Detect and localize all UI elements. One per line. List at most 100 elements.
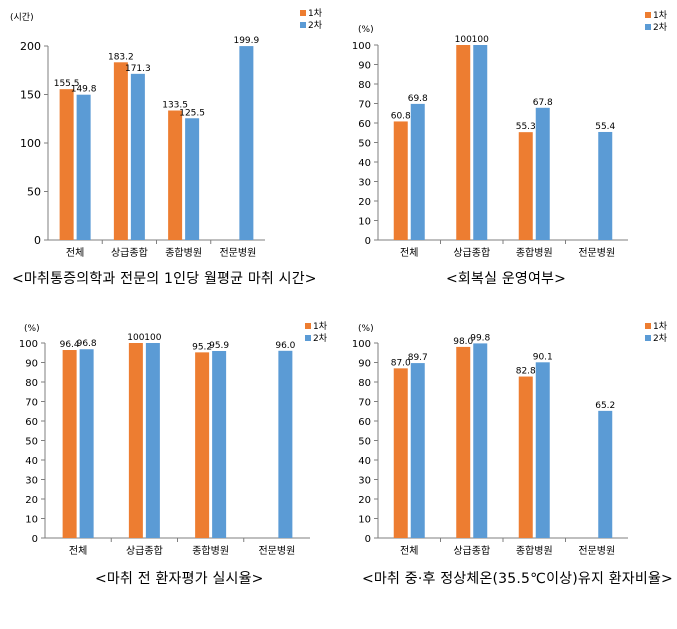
y-tick-label: 10 — [358, 515, 371, 526]
x-tick-label: 전문병원 — [578, 545, 615, 557]
bar-series1 — [195, 352, 210, 538]
data-label: 67.8 — [533, 98, 553, 108]
bar-series2 — [598, 131, 613, 240]
data-label: 69.8 — [408, 94, 428, 104]
bar-series2 — [212, 350, 227, 538]
data-label: 100 — [127, 333, 144, 343]
y-axis-label: (%) — [24, 324, 40, 334]
y-tick-label: 40 — [358, 456, 371, 467]
y-tick-label: 20 — [358, 495, 371, 506]
data-label: 125.5 — [179, 108, 205, 118]
chart-caption: <마취통증의학과 전문의 1인당 월평균 마취 시간> — [12, 271, 317, 287]
y-tick-label: 0 — [32, 534, 38, 545]
data-label: 133.5 — [162, 101, 188, 111]
y-axis-label: (%) — [358, 324, 374, 334]
bar-series2 — [535, 362, 550, 538]
legend-label: 1차 — [653, 9, 668, 21]
data-label: 171.3 — [125, 64, 151, 74]
chart-preanesthesia-assessment-rate: 0 10 20 30 40 50 60 70 80 90 100 (%) 전체 96.496.8 상급종합 1… — [19, 320, 328, 557]
legend-label: 1차 — [308, 7, 323, 19]
data-label: 82.8 — [516, 367, 536, 377]
bar-series1 — [113, 62, 128, 240]
x-tick-label: 상급종합 — [453, 247, 490, 259]
legend-swatch — [645, 323, 651, 329]
data-label: 100 — [144, 333, 161, 343]
y-tick-label: 100 — [352, 339, 371, 350]
data-label: 96.0 — [275, 341, 295, 351]
y-tick-label: 80 — [358, 80, 371, 91]
data-label: 183.2 — [108, 52, 134, 62]
data-label: 98.0 — [453, 337, 473, 347]
y-tick-label: 80 — [25, 378, 38, 389]
data-label: 89.7 — [408, 353, 428, 363]
y-tick-label: 100 — [20, 137, 41, 150]
bar-series1 — [128, 343, 143, 538]
y-tick-label: 30 — [358, 476, 371, 487]
y-tick-label: 40 — [25, 456, 38, 467]
y-tick-label: 70 — [358, 398, 371, 409]
x-tick-label: 전체 — [400, 247, 418, 259]
bar-series2 — [185, 118, 200, 240]
y-tick-label: 200 — [20, 40, 41, 53]
x-tick-label: 전문병원 — [219, 247, 256, 259]
chart-caption: <마취 전 환자평가 실시율> — [95, 571, 264, 587]
x-tick-label: 상급종합 — [111, 247, 148, 259]
legend-swatch — [645, 335, 651, 341]
data-label: 90.1 — [533, 352, 553, 362]
y-tick-label: 70 — [358, 100, 371, 111]
y-tick-label: 50 — [27, 186, 41, 199]
y-tick-label: 20 — [25, 495, 38, 506]
bar-series2 — [76, 94, 91, 240]
legend-label: 2차 — [308, 19, 323, 31]
y-tick-label: 50 — [25, 437, 38, 448]
y-tick-label: 70 — [25, 398, 38, 409]
bar-series2 — [410, 103, 425, 240]
data-label: 60.8 — [391, 111, 411, 121]
chart-recovery-room-operation: 0 10 20 30 40 50 60 70 80 90 100 (%) 전체 60.8 69.8 상급종합 1… — [352, 9, 668, 259]
legend-label: 1차 — [313, 320, 328, 332]
bar-series2 — [473, 343, 488, 538]
data-label: 100 — [455, 35, 472, 45]
y-tick-label: 50 — [358, 437, 371, 448]
bar-series1 — [518, 376, 533, 538]
bar-series1 — [62, 350, 77, 538]
y-tick-label: 10 — [25, 515, 38, 526]
bar-series1 — [393, 121, 408, 240]
data-label: 95.2 — [192, 342, 212, 352]
y-tick-label: 0 — [34, 234, 41, 247]
data-label: 65.2 — [595, 401, 615, 411]
bar-series2 — [535, 107, 550, 240]
bar-series1 — [456, 346, 471, 538]
bar-series2 — [473, 45, 488, 240]
y-tick-label: 0 — [365, 534, 371, 545]
legend-swatch — [300, 10, 306, 16]
legend-swatch — [300, 22, 306, 28]
legend-label: 2차 — [653, 332, 668, 344]
bar-series2 — [130, 73, 145, 241]
data-label: 100 — [472, 35, 489, 45]
data-label: 149.8 — [71, 85, 97, 95]
data-label: 87.0 — [391, 358, 411, 368]
bar-series2 — [410, 363, 425, 538]
bar-series1 — [168, 110, 183, 240]
y-tick-label: 60 — [25, 417, 38, 428]
y-tick-label: 90 — [25, 359, 38, 370]
data-label: 96.8 — [77, 339, 97, 349]
x-tick-label: 종합병원 — [192, 545, 229, 557]
x-tick-label: 종합병원 — [516, 247, 553, 259]
legend-label: 1차 — [653, 320, 668, 332]
y-axis-label: (%) — [358, 25, 374, 35]
chart-caption: <마취 중·후 정상체온(35.5℃이상)유지 환자비율> — [362, 571, 673, 587]
bar-series2 — [145, 343, 160, 538]
legend-label: 2차 — [313, 332, 328, 344]
x-tick-label: 전체 — [66, 247, 84, 259]
legend-swatch — [305, 323, 311, 329]
bar-series1 — [393, 368, 408, 538]
y-tick-label: 90 — [358, 61, 371, 72]
bar-series1 — [59, 89, 74, 240]
x-tick-label: 종합병원 — [165, 247, 202, 259]
x-tick-label: 전체 — [69, 545, 87, 557]
bar-series1 — [518, 132, 533, 240]
y-tick-label: 0 — [365, 236, 371, 247]
data-label: 199.9 — [233, 36, 259, 46]
